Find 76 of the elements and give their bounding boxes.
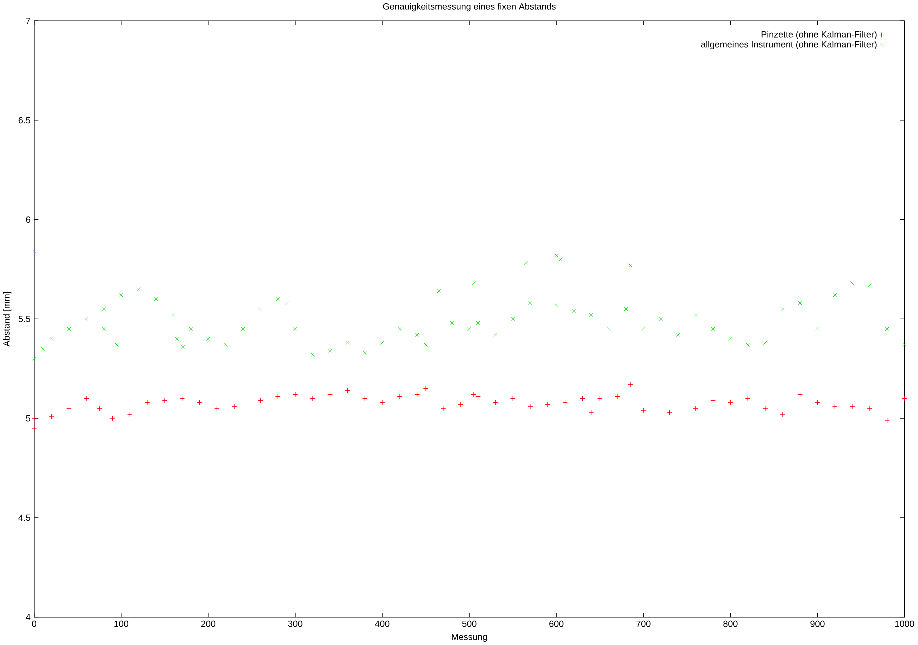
x-tick-label: 100: [114, 620, 129, 628]
point: [562, 400, 568, 406]
point: [780, 412, 786, 418]
legend-label: allgemeines Instrument (ohne Kalman-Filter): [701, 41, 877, 50]
point: [258, 398, 264, 404]
point: [815, 400, 820, 406]
x-tick-label: 200: [201, 620, 216, 628]
point: [728, 400, 734, 406]
point: [588, 410, 594, 416]
point: [628, 382, 634, 388]
point: [902, 396, 908, 402]
point: [66, 406, 72, 412]
point: [328, 392, 333, 398]
y-tick-label: 5: [26, 415, 31, 422]
point: [345, 388, 350, 394]
point: [850, 404, 856, 410]
x-tick-label: 600: [550, 620, 564, 628]
point: [49, 414, 54, 420]
x-tick-label: 700: [636, 620, 651, 628]
x-tick-label: 300: [288, 620, 303, 628]
y-axis-title: Abstand [mm]: [3, 292, 12, 347]
point: [832, 404, 838, 410]
point: [144, 400, 150, 406]
point: [310, 396, 316, 402]
point: [641, 408, 646, 414]
point: [493, 400, 498, 406]
point: [867, 406, 873, 412]
point: [275, 394, 281, 400]
point: [32, 426, 38, 432]
point: [884, 418, 890, 424]
point: [97, 406, 102, 412]
x-axis-title: Messung: [452, 634, 488, 642]
point: [214, 406, 220, 412]
point: [362, 396, 368, 402]
point: [762, 406, 768, 412]
legend-label: Pinzette (ohne Kalman-Filter): [762, 31, 877, 40]
point: [232, 404, 238, 410]
point: [162, 398, 168, 404]
x-tick-label: 900: [810, 620, 825, 628]
y-tick-label: 6.5: [18, 117, 31, 124]
point: [614, 394, 620, 400]
point: [745, 396, 751, 402]
point: [458, 402, 464, 408]
x-tick-label: 0: [32, 620, 37, 628]
point: [528, 404, 534, 410]
y-tick-label: 6: [26, 216, 30, 223]
point: [292, 392, 298, 398]
point: [414, 392, 420, 398]
point: [471, 392, 477, 398]
y-tick-label: 5.5: [18, 316, 31, 322]
point: [710, 398, 716, 404]
point: [545, 402, 551, 408]
point: [180, 396, 185, 402]
point: [598, 396, 603, 402]
point: [798, 392, 803, 398]
point: [380, 400, 386, 406]
point: [693, 406, 699, 412]
point: [397, 394, 403, 400]
y-tick-label: 4.5: [18, 514, 31, 521]
x-tick-label: 400: [375, 620, 390, 628]
x-tick-label: 1000: [896, 620, 914, 628]
x-tick-label: 800: [724, 620, 738, 628]
point: [667, 410, 672, 416]
point: [440, 406, 446, 412]
point: [423, 386, 429, 392]
point: [128, 412, 133, 418]
point: [510, 396, 516, 402]
y-tick-label: 7: [26, 18, 30, 24]
y-tick-label: 4: [26, 614, 31, 620]
x-tick-label: 500: [462, 620, 477, 628]
point: [580, 396, 586, 402]
point: [110, 416, 116, 422]
chart-title: Genauigkeitsmessung eines fixen Abstands: [383, 3, 556, 12]
point: [32, 416, 38, 422]
point: [84, 396, 90, 402]
point: [197, 400, 202, 406]
